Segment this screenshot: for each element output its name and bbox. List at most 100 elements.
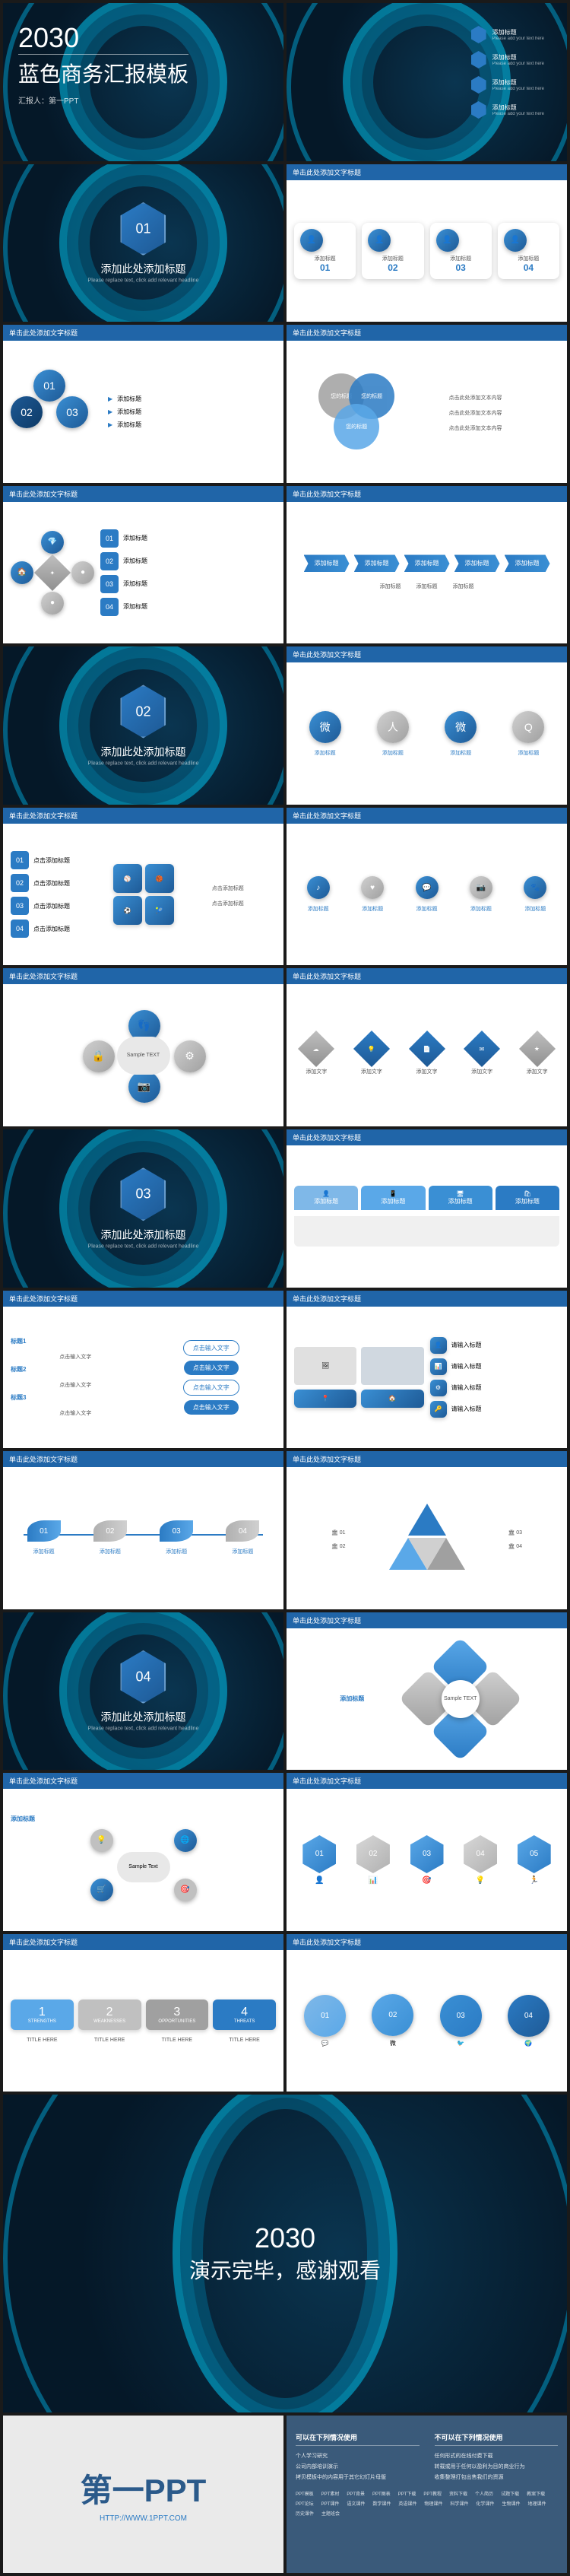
chat-icon: 💬 [416, 876, 439, 899]
home-icon: 🏠 [361, 1390, 423, 1408]
camera-icon: 📷 [470, 876, 492, 899]
camera-icon: 📷 [128, 1071, 160, 1103]
slide-5circles: 单击此处添加文字标题 ♪添加标题 ♥添加标题 💬添加标题 📷添加标题 🐾添加标题 [287, 808, 567, 966]
cover-author: 汇报人：第一PPT [18, 94, 188, 106]
list-item: ▶添加标题 [108, 421, 276, 429]
user-icon: 👤 [430, 1337, 447, 1354]
gear-icon: ⚙ [430, 1380, 447, 1396]
cover-title: 蓝色商务汇报模板 [18, 54, 188, 88]
card: 👤添加标题04 [498, 223, 559, 279]
weibo-icon: 微 [309, 711, 341, 743]
slide-petals: 单击此处添加文字标题 添加标题 Sample TEXT [287, 1612, 567, 1771]
slide-cloud: 单击此处添加文字标题 添加标题 💡 🌐 🛒 🎯 Sample Text [3, 1773, 283, 1931]
slide-arrows: 单击此处添加文字标题 添加标题 添加标题 添加标题 添加标题 添加标题 添加标题… [287, 486, 567, 644]
baseball-icon: ⚾ [113, 864, 142, 893]
slide-spinner: 单击此处添加文字标题 🔒 👣 ⚙ 📷 Sample TEXT [3, 968, 283, 1126]
slide-swot: 单击此处添加文字标题 1STRENGTHS 2WEAKNESSES 3OPPOR… [3, 1934, 283, 2092]
section-03: 03 添加此处添加标题 Please replace text, click a… [3, 1129, 283, 1288]
circle-icon: ● [71, 561, 94, 584]
globe-icon: 🌍 [524, 2040, 532, 2047]
card: 👤添加标题01 [294, 223, 356, 279]
person-icon: 👤 [299, 1190, 353, 1197]
closing-slide: 2030 演示完毕，感谢观看 [3, 2095, 567, 2412]
bird-icon: 🐦 [457, 2040, 464, 2047]
list-item: 04添加标题 [100, 598, 276, 616]
cart-icon: 🛒 [90, 1879, 113, 1901]
section-01: 01 添加此处添加标题 Please replace text, click a… [3, 164, 283, 322]
diamond-icon: 💎 [41, 531, 64, 554]
nav-links: PPT模板PPT素材PPT背景PPT图表PPT下载PPT教程资料下载个人简历试题… [296, 2490, 558, 2517]
slide-leaves: 单击此处添加文字标题 01添加标题 02添加标题 03添加标题 04添加标题 [3, 1451, 283, 1609]
slide-diamonds5: 单击此处添加文字标题 ☁添加文字 💡添加文字 📄添加文字 ✉添加文字 ★添加文字 [287, 968, 567, 1126]
target-icon: 🎯 [174, 1879, 197, 1901]
bulb-icon: 💡 [90, 1829, 113, 1852]
soccer-icon: ⚽ [113, 896, 142, 925]
toc-item: 添加标题Please add your text here [471, 76, 544, 94]
cover-slide: 2030 蓝色商务汇报模板 汇报人：第一PPT [3, 3, 283, 161]
phone-icon: 📱 [366, 1190, 420, 1197]
card: 👤添加标题03 [430, 223, 492, 279]
toc-slide: 添加标题Please add your text here 添加标题Please… [287, 3, 567, 161]
bank-icon: 🏛 [508, 1544, 515, 1549]
slide-4cards: 单击此处添加文字标题 👤添加标题01 👤添加标题02 👤添加标题03 👤添加标题… [287, 164, 567, 322]
list-item: 03添加标题 [100, 575, 276, 593]
pin-icon: 📍 [294, 1390, 356, 1408]
list-item: 01添加标题 [100, 529, 276, 548]
placeholder-image: 🖼 [294, 1347, 356, 1385]
bank-icon: 🏛 [508, 1530, 515, 1536]
bank-icon: 🏛 [331, 1530, 338, 1536]
settings-icon: ⚙ [174, 1040, 206, 1072]
key-icon: 🔑 [430, 1401, 447, 1418]
basketball-icon: 🏀 [145, 864, 174, 893]
person-icon: 👤 [436, 229, 459, 252]
list-item: ▶添加标题 [108, 395, 276, 403]
slide-social: 单击此处添加文字标题 微添加标题 人添加标题 微添加标题 Q添加标题 [287, 646, 567, 805]
wechat-icon: 微 [445, 711, 477, 743]
slide-photo-boxes: 单击此处添加文字标题 🖼 📍 🏠 👤请输入标题 📊请输入标题 ⚙请输入标题 🔑请… [287, 1291, 567, 1449]
info-slide: 可以在下列情况使用 个人学习研究 公司内部培训演示 拷贝模板中的内容用于其它幻灯… [287, 2416, 567, 2574]
circle-icon: ● [41, 592, 64, 615]
logo-slide: 第一PPT HTTP://WWW.1PPT.COM [3, 2416, 283, 2574]
section-02: 02 添加此处添加标题 Please replace text, click a… [3, 646, 283, 805]
slide-hexagons: 单击此处添加文字标题 01👤 02📊 03🎯 04💡 05🏃 [287, 1773, 567, 1931]
slide-triangles: 单击此处添加文字标题 🏛 01 🏛 02 🏛 03 🏛 04 [287, 1451, 567, 1609]
logo-url: HTTP://WWW.1PPT.COM [100, 2514, 187, 2523]
star-icon: ★ [534, 1045, 540, 1052]
renren-icon: 人 [377, 711, 409, 743]
paw-icon: 🐾 [524, 876, 546, 899]
slide-sports: 单击此处添加文字标题 01点击添加标题 02点击添加标题 03点击添加标题 04… [3, 808, 283, 966]
toc-item: 添加标题Please add your text here [471, 101, 544, 119]
mail-icon: ✉ [480, 1045, 485, 1052]
section-04: 04 添加此处添加标题 Please replace text, click a… [3, 1612, 283, 1771]
monitor-icon: 🖥 [433, 1190, 488, 1197]
music-icon: ♪ [307, 876, 330, 899]
heart-icon: ♥ [361, 876, 384, 899]
chat-icon: 💬 [321, 2040, 329, 2047]
venn-diagram: 您的标题 您的标题 您的标题 [311, 373, 402, 449]
slide-diamonds: 单击此处添加文字标题 💎 🏠 ● ● ✦ 01添加标题 02添加标题 03添加标… [3, 486, 283, 644]
globe-icon: 🌐 [174, 1829, 197, 1852]
slide-numbered-circles: 单击此处添加文字标题 01💬 02微 03🐦 04🌍 [287, 1934, 567, 2092]
card: 👤添加标题02 [362, 223, 423, 279]
person-icon: 👤 [368, 229, 391, 252]
slide-venn: 单击此处添加文字标题 您的标题 您的标题 您的标题 点击此处添加文本内容 点击此… [287, 325, 567, 483]
doc-icon: 📄 [423, 1045, 431, 1052]
person-icon: 👤 [504, 229, 527, 252]
slide-pills: 单击此处添加文字标题 标题1 点击输入文字 标题2 点击输入文字 标题3 点击输… [3, 1291, 283, 1449]
section-hex: 01 [120, 202, 166, 256]
bank-icon: 🏛 [331, 1544, 338, 1549]
slide-3circles: 单击此处添加文字标题 01 02 03 ▶添加标题 ▶添加标题 ▶添加标题 [3, 325, 283, 483]
slide-tabs: 单击此处添加文字标题 👤添加标题 📱添加标题 🖥添加标题 🛍添加标题 [287, 1129, 567, 1288]
home-icon: 🏠 [11, 561, 33, 584]
list-item: ▶添加标题 [108, 408, 276, 416]
chart-icon: 📊 [430, 1358, 447, 1375]
tennis-icon: 🎾 [145, 896, 174, 925]
toc-item: 添加标题Please add your text here [471, 26, 544, 43]
person-icon: 👤 [300, 229, 323, 252]
cloud-icon: ☁ [313, 1045, 319, 1052]
logo-text: 第一PPT [81, 2465, 207, 2511]
weibo-icon: 微 [390, 2039, 396, 2047]
lock-icon: 🔒 [83, 1040, 115, 1072]
toc-item: 添加标题Please add your text here [471, 51, 544, 68]
bulb-icon: 💡 [368, 1045, 375, 1052]
